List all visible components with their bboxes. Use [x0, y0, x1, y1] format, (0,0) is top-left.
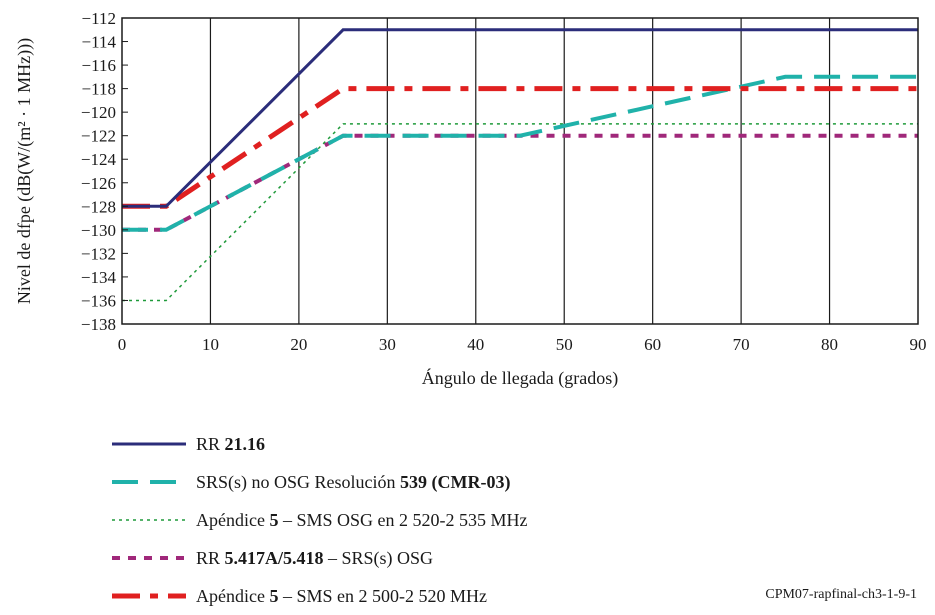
chart: −112 −114 −116 −118 −120 −122 −124 −126 −128 −130…	[14, 9, 927, 389]
y-tick-label: −120	[81, 103, 116, 122]
legend-swatch	[110, 475, 188, 489]
legend-label-text: – SMS en 2 500-2 520 MHz	[278, 585, 487, 606]
y-axis-title: Nivel de dfpe (dB(W/(m² · 1 MHz)))	[14, 38, 35, 304]
legend-item: RR 21.16	[110, 425, 527, 463]
legend-swatch	[110, 513, 188, 527]
plot-frame	[121, 17, 919, 325]
y-tick-label: −114	[82, 33, 117, 52]
x-tick-label: 70	[733, 335, 750, 354]
legend-label: RR 21.16	[196, 434, 265, 455]
x-tick-labels: 0 10 20 30 40 50 60 70 80 90	[118, 335, 927, 354]
x-tick-label: 50	[556, 335, 573, 354]
y-tick-label: −128	[81, 197, 116, 216]
legend-swatch	[110, 589, 188, 603]
legend-item: Apéndice 5 – SMS en 2 500-2 520 MHz	[110, 577, 527, 615]
legend-item: RR 5.417A/5.418 – SRS(s) OSG	[110, 539, 527, 577]
x-tick-label: 30	[379, 335, 396, 354]
y-tick-label: −132	[81, 244, 116, 263]
legend: RR 21.16 SRS(s) no OSG Resolución 539 (CM…	[110, 425, 527, 615]
y-tick-label: −116	[82, 56, 116, 75]
y-tick-label: −122	[81, 127, 116, 146]
y-tick-label: −112	[82, 9, 116, 28]
legend-label: RR 5.417A/5.418 – SRS(s) OSG	[196, 548, 433, 569]
legend-label: Apéndice 5 – SMS OSG en 2 520-2 535 MHz	[196, 510, 527, 531]
legend-label-bold: 5.417A/5.418	[224, 547, 324, 568]
y-tick-label: −126	[81, 174, 116, 193]
legend-swatch	[110, 551, 188, 565]
y-tick-label: −124	[81, 150, 117, 169]
x-axis-title: Ángulo de llegada (grados)	[422, 367, 618, 389]
legend-label-text: – SMS OSG en 2 520-2 535 MHz	[278, 509, 528, 530]
legend-label-bold: 5	[269, 585, 279, 606]
legend-label-text: – SRS(s) OSG	[323, 547, 434, 568]
legend-label-text: Apéndice	[196, 509, 270, 530]
figure-id: CPM07-rapfinal-ch3-1-9-1	[765, 587, 917, 602]
legend-label-text: RR	[196, 547, 225, 568]
legend-label: SRS(s) no OSG Resolución 539 (CMR-03)	[196, 472, 511, 493]
x-tick-label: 80	[821, 335, 838, 354]
legend-item: Apéndice 5 – SMS OSG en 2 520-2 535 MHz	[110, 501, 527, 539]
series-line	[122, 28, 918, 208]
y-tick-label: −134	[81, 268, 117, 287]
x-tick-label: 40	[467, 335, 484, 354]
x-tick-label: 10	[202, 335, 219, 354]
y-tick-label: −118	[82, 80, 116, 99]
legend-label-bold: 21.16	[224, 433, 266, 454]
x-tick-label: 60	[644, 335, 661, 354]
y-tick-label: −130	[81, 221, 116, 240]
grid-lines	[209, 18, 831, 324]
legend-label-bold: 5	[269, 509, 279, 530]
legend-label-text: Apéndice	[196, 585, 270, 606]
series-line	[122, 123, 918, 302]
legend-label-text: RR	[196, 433, 225, 454]
x-tick-label: 0	[118, 335, 127, 354]
y-tick-label: −136	[81, 291, 116, 310]
x-tick-label: 90	[910, 335, 927, 354]
y-tick-labels: −112 −114 −116 −118 −120 −122 −124 −126 −128 −130…	[81, 9, 128, 334]
legend-item: SRS(s) no OSG Resolución 539 (CMR-03)	[110, 463, 527, 501]
series-lines	[122, 28, 918, 302]
legend-swatch	[110, 437, 188, 451]
legend-label-bold: 539 (CMR-03)	[400, 471, 511, 492]
x-tick-label: 20	[290, 335, 307, 354]
legend-label-text: SRS(s) no OSG Resolución	[196, 471, 401, 492]
legend-label: Apéndice 5 – SMS en 2 500-2 520 MHz	[196, 586, 487, 607]
series-line	[122, 133, 918, 232]
y-tick-label: −138	[81, 315, 116, 334]
